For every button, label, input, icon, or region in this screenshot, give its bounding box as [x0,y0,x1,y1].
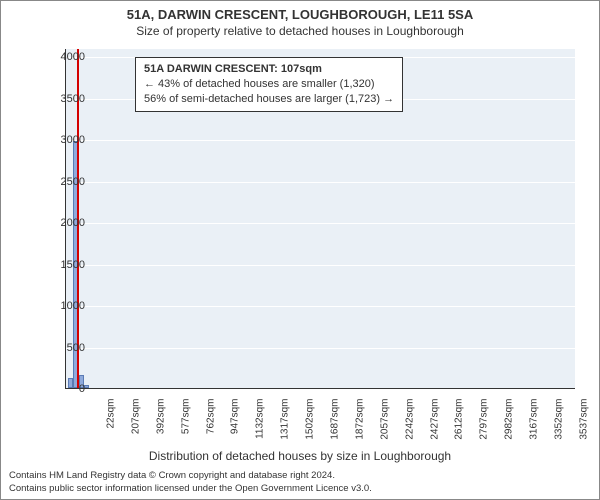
annotation-line3: 56% of semi-detached houses are larger (… [144,92,394,107]
x-tick-label: 1502sqm [305,399,316,449]
x-tick-label: 3537sqm [578,399,589,449]
x-tick-label: 2612sqm [454,399,465,449]
y-tick-label: 2000 [37,217,85,229]
y-tick-label: 3000 [37,134,85,146]
chart-subtitle: Size of property relative to detached ho… [1,22,599,38]
x-tick-label: 2797sqm [479,399,490,449]
y-tick-label: 500 [37,342,85,354]
gridline [66,389,575,390]
x-tick-label: 3352sqm [553,399,564,449]
attribution-line2: Contains public sector information licen… [9,483,591,495]
x-tick-label: 1132sqm [255,399,266,449]
annotation-line1: 51A DARWIN CRESCENT: 107sqm [144,62,394,77]
x-tick-label: 1317sqm [280,399,291,449]
x-tick-label: 762sqm [205,399,216,449]
gridline [66,140,575,141]
x-axis-label: Distribution of detached houses by size … [1,449,599,463]
x-tick-label: 392sqm [155,399,166,449]
x-tick-label: 1872sqm [354,399,365,449]
gridline [66,265,575,266]
gridline [66,348,575,349]
x-tick-label: 2982sqm [504,399,515,449]
y-tick-label: 4000 [37,51,85,63]
annotation-line2: ← 43% of detached houses are smaller (1,… [144,77,394,92]
y-tick-label: 1500 [37,259,85,271]
x-tick-label: 1687sqm [329,399,340,449]
x-tick-label: 2242sqm [404,399,415,449]
y-tick-label: 3500 [37,93,85,105]
y-tick-label: 1000 [37,300,85,312]
attribution: Contains HM Land Registry data © Crown c… [9,470,591,495]
attribution-line1: Contains HM Land Registry data © Crown c… [9,470,591,482]
x-tick-label: 947sqm [230,399,241,449]
gridline [66,182,575,183]
x-tick-label: 2427sqm [429,399,440,449]
annotation-box: 51A DARWIN CRESCENT: 107sqm ← 43% of det… [135,57,403,112]
x-tick-label: 207sqm [130,399,141,449]
x-tick-label: 577sqm [180,399,191,449]
x-tick-label: 22sqm [106,399,117,449]
y-tick-label: 2500 [37,176,85,188]
x-tick-label: 2057sqm [379,399,390,449]
gridline [66,223,575,224]
x-tick-label: 3167sqm [529,399,540,449]
y-tick-label: 0 [37,383,85,395]
gridline [66,306,575,307]
chart-container: 51A, DARWIN CRESCENT, LOUGHBOROUGH, LE11… [0,0,600,500]
plot-area: 51A DARWIN CRESCENT: 107sqm ← 43% of det… [65,49,575,389]
chart-title: 51A, DARWIN CRESCENT, LOUGHBOROUGH, LE11… [1,1,599,22]
